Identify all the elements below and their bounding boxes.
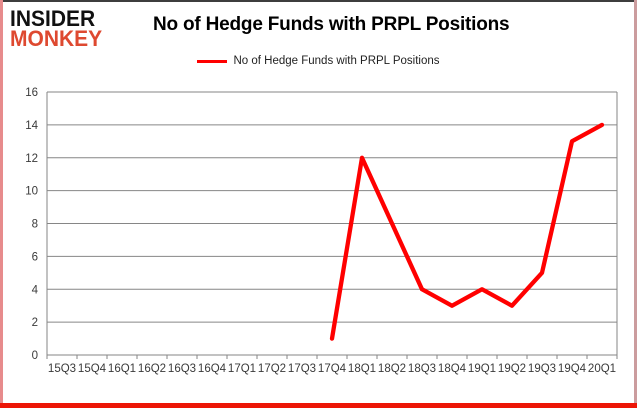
svg-text:15Q3: 15Q3	[48, 363, 76, 375]
svg-text:10: 10	[25, 186, 38, 198]
svg-text:19Q1: 19Q1	[468, 363, 496, 375]
legend-line-swatch	[197, 59, 228, 63]
svg-text:18Q2: 18Q2	[378, 363, 406, 375]
logo-line-insider: INSIDER	[10, 6, 96, 32]
svg-text:18Q3: 18Q3	[408, 363, 436, 375]
svg-text:15Q4: 15Q4	[78, 363, 107, 375]
svg-text:16Q1: 16Q1	[108, 363, 136, 375]
legend-label: No of Hedge Funds with PRPL Positions	[233, 55, 440, 67]
insider-monkey-logo: INSIDER MONKEY	[10, 6, 103, 51]
svg-text:16: 16	[25, 87, 38, 99]
svg-text:16Q3: 16Q3	[168, 363, 196, 375]
svg-text:17Q2: 17Q2	[258, 363, 286, 375]
svg-text:6: 6	[32, 251, 38, 263]
frame-border-right	[634, 0, 637, 408]
svg-text:12: 12	[25, 153, 38, 165]
chart-legend: No of Hedge Funds with PRPL Positions	[0, 55, 637, 67]
frame-border-bottom	[0, 403, 637, 408]
svg-text:17Q3: 17Q3	[288, 363, 316, 375]
svg-text:17Q1: 17Q1	[228, 363, 256, 375]
svg-text:14: 14	[25, 120, 38, 132]
svg-text:18Q1: 18Q1	[348, 363, 376, 375]
svg-text:16Q4: 16Q4	[198, 363, 227, 375]
svg-text:19Q4: 19Q4	[558, 363, 587, 375]
svg-text:17Q4: 17Q4	[318, 363, 347, 375]
chart-title: No of Hedge Funds with PRPL Positions	[153, 14, 510, 35]
frame-border-left	[0, 0, 3, 408]
svg-text:2: 2	[32, 317, 38, 329]
svg-text:18Q4: 18Q4	[438, 363, 467, 375]
svg-text:0: 0	[32, 350, 38, 362]
logo-line-monkey: MONKEY	[10, 26, 103, 51]
svg-text:20Q1: 20Q1	[588, 363, 616, 375]
svg-text:16Q2: 16Q2	[138, 363, 166, 375]
svg-text:19Q2: 19Q2	[498, 363, 526, 375]
svg-text:4: 4	[32, 284, 39, 296]
frame-border-top	[0, 0, 637, 2]
svg-text:8: 8	[32, 219, 38, 231]
svg-text:19Q3: 19Q3	[528, 363, 556, 375]
